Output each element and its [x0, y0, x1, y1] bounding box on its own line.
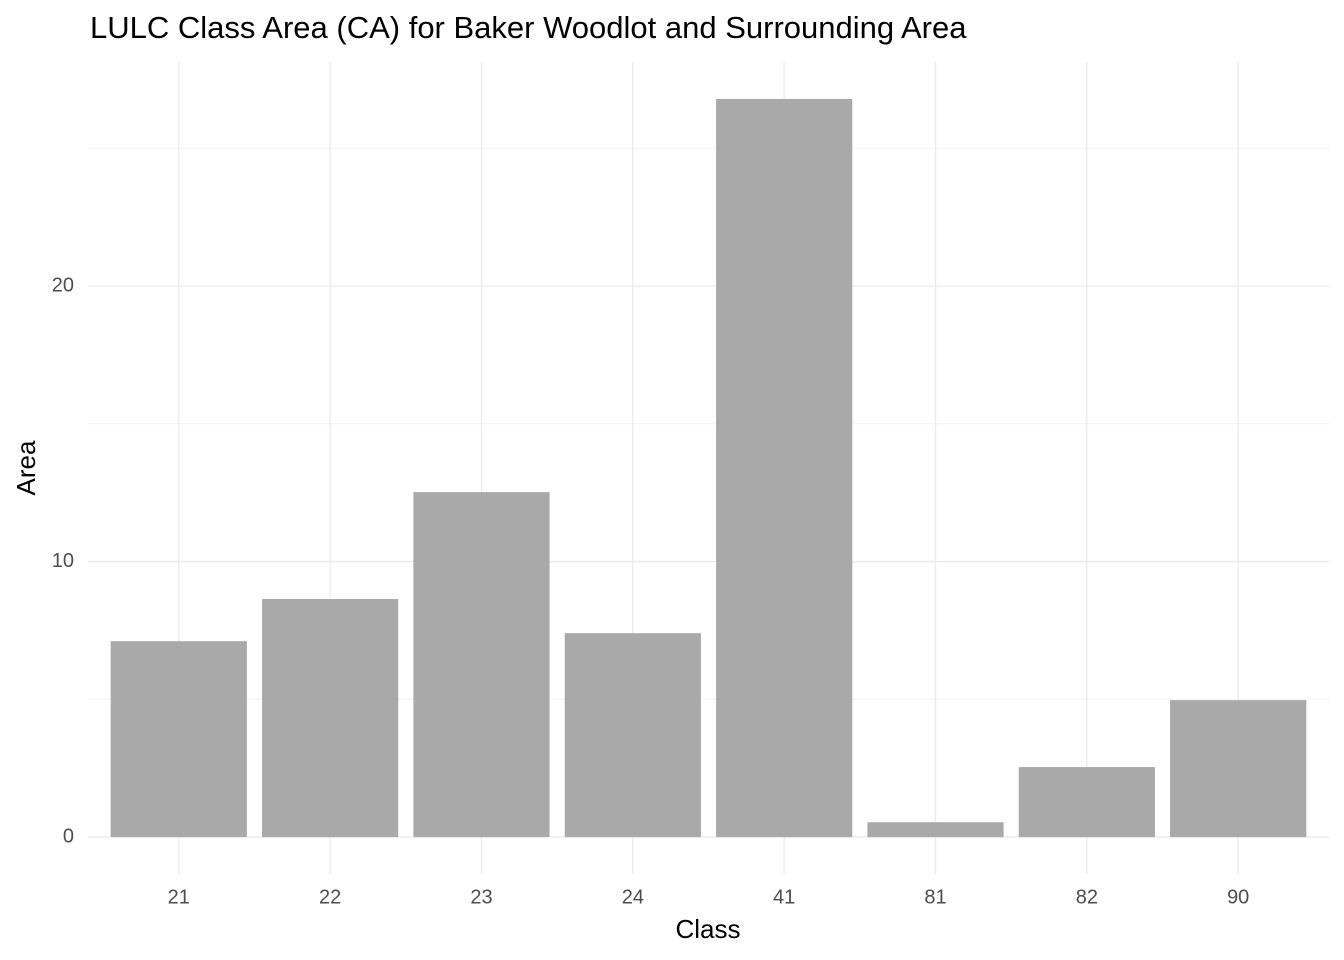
bar	[564, 633, 701, 838]
bar	[262, 599, 399, 838]
x-tick-label: 82	[1076, 886, 1098, 908]
chart-title: LULC Class Area (CA) for Baker Woodlot a…	[90, 10, 967, 45]
bar	[110, 641, 247, 838]
y-tick-label: 10	[52, 550, 74, 572]
x-tick-label: 90	[1227, 886, 1249, 908]
x-tick-label: 24	[622, 886, 644, 908]
y-tick-label: 0	[63, 825, 74, 847]
bar	[716, 98, 853, 838]
x-tick-label: 41	[773, 886, 795, 908]
bar	[1170, 700, 1307, 838]
x-axis-title: Class	[675, 914, 740, 944]
plot-area	[110, 98, 1307, 838]
x-tick-label: 21	[168, 886, 190, 908]
grid: 0 10 20 21 22 23 24 41 81 82 90	[52, 62, 1329, 908]
bar	[1018, 767, 1155, 838]
x-tick-label: 23	[470, 886, 492, 908]
x-tick-label: 22	[319, 886, 341, 908]
x-tick-label: 81	[924, 886, 946, 908]
y-axis-title: Area	[11, 440, 41, 495]
bar	[867, 822, 1004, 838]
y-tick-label: 20	[52, 274, 74, 296]
bar	[413, 492, 550, 838]
